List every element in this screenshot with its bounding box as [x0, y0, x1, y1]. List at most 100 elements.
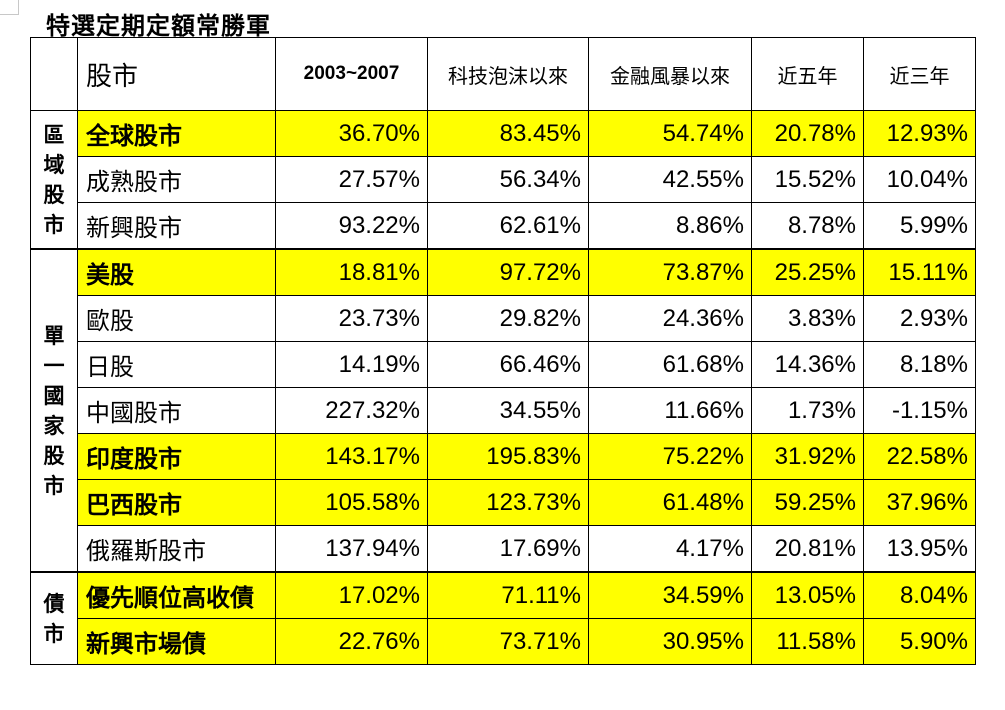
- return-value: 61.48%: [588, 479, 752, 526]
- header-last-five-years: 近五年: [751, 37, 864, 111]
- return-value: 11.66%: [588, 387, 752, 434]
- table-row: 中國股市 227.32% 34.55% 11.66% 1.73% -1.15%: [31, 387, 976, 434]
- group-label-text: 債市: [43, 590, 65, 646]
- return-value: 73.71%: [427, 618, 589, 665]
- return-value: 227.32%: [275, 387, 428, 434]
- return-value: 10.04%: [863, 156, 976, 203]
- window-corner-mark: [0, 0, 19, 15]
- return-value: 195.83%: [427, 433, 589, 480]
- market-name: 歐股: [77, 295, 276, 342]
- table-row: 成熟股市 27.57% 56.34% 42.55% 15.52% 10.04%: [31, 156, 976, 203]
- return-value: 22.76%: [275, 618, 428, 665]
- header-since-tech-bubble: 科技泡沫以來: [427, 37, 589, 111]
- group-label-text: 單一國家股市: [43, 322, 65, 498]
- return-value: 1.73%: [751, 387, 864, 434]
- return-value: 29.82%: [427, 295, 589, 342]
- market-name: 印度股市: [77, 433, 276, 480]
- return-value: 34.55%: [427, 387, 589, 434]
- market-name: 中國股市: [77, 387, 276, 434]
- market-name: 新興股市: [77, 202, 276, 250]
- return-value: 25.25%: [751, 248, 864, 296]
- table-row: 新興股市 93.22% 62.61% 8.86% 8.78% 5.99%: [31, 202, 976, 250]
- page-title: 特選定期定額常勝軍: [46, 11, 271, 40]
- header-last-three-years: 近三年: [863, 37, 976, 111]
- return-value: 3.83%: [751, 295, 864, 342]
- header-row: 股市 2003~2007 科技泡沫以來 金融風暴以來 近五年 近三年: [30, 37, 976, 111]
- return-value: 8.78%: [751, 202, 864, 250]
- return-value: 37.96%: [863, 479, 976, 526]
- return-value: 105.58%: [275, 479, 428, 526]
- group-label-text: 區域股市: [43, 121, 65, 237]
- return-value: 71.11%: [427, 571, 589, 619]
- market-name: 日股: [77, 341, 276, 388]
- return-value: 8.86%: [588, 202, 752, 250]
- market-name: 全球股市: [77, 110, 276, 157]
- return-value: 8.04%: [863, 571, 976, 619]
- return-value: 54.74%: [588, 110, 752, 157]
- return-value: 20.81%: [751, 525, 864, 573]
- return-value: 15.52%: [751, 156, 864, 203]
- header-group-cell: [30, 37, 78, 111]
- table-row: 單一國家股市 美股 18.81% 97.72% 73.87% 25.25% 15.11%: [30, 248, 976, 573]
- return-value: 31.92%: [751, 433, 864, 480]
- return-value: 5.90%: [863, 618, 976, 665]
- return-value: 34.59%: [588, 571, 752, 619]
- return-value: 143.17%: [275, 433, 428, 480]
- return-value: 66.46%: [427, 341, 589, 388]
- return-value: 123.73%: [427, 479, 589, 526]
- return-value: 93.22%: [275, 202, 428, 250]
- return-value: 56.34%: [427, 156, 589, 203]
- return-value: 61.68%: [588, 341, 752, 388]
- table-row: 日股 14.19% 66.46% 61.68% 14.36% 8.18%: [31, 341, 976, 388]
- table-row: 區域股市 全球股市 36.70% 83.45% 54.74% 20.78% 12.93%: [30, 110, 976, 250]
- returns-table: 股市 2003~2007 科技泡沫以來 金融風暴以來 近五年 近三年 區域股市全…: [30, 37, 976, 665]
- return-value: 36.70%: [275, 110, 428, 157]
- market-name: 新興市場債: [77, 618, 276, 665]
- return-value: 18.81%: [275, 248, 428, 296]
- return-value: 5.99%: [863, 202, 976, 250]
- return-value: 8.18%: [863, 341, 976, 388]
- market-name: 成熟股市: [77, 156, 276, 203]
- return-value: 24.36%: [588, 295, 752, 342]
- market-name: 巴西股市: [77, 479, 276, 526]
- return-value: 83.45%: [427, 110, 589, 157]
- return-value: 59.25%: [751, 479, 864, 526]
- group-label: 債市: [30, 571, 78, 665]
- return-value: 42.55%: [588, 156, 752, 203]
- table-row: 俄羅斯股市 137.94% 17.69% 4.17% 20.81% 13.95%: [31, 525, 976, 573]
- return-value: -1.15%: [863, 387, 976, 434]
- table-row: 新興市場債 22.76% 73.71% 30.95% 11.58% 5.90%: [31, 618, 976, 665]
- header-market: 股市: [77, 37, 276, 111]
- return-value: 27.57%: [275, 156, 428, 203]
- table-row: 歐股 23.73% 29.82% 24.36% 3.83% 2.93%: [31, 295, 976, 342]
- return-value: 4.17%: [588, 525, 752, 573]
- return-value: 20.78%: [751, 110, 864, 157]
- return-value: 12.93%: [863, 110, 976, 157]
- return-value: 13.95%: [863, 525, 976, 573]
- return-value: 22.58%: [863, 433, 976, 480]
- return-value: 15.11%: [863, 248, 976, 296]
- table-row: 印度股市 143.17% 195.83% 75.22% 31.92% 22.58%: [31, 433, 976, 480]
- header-since-financial-crisis: 金融風暴以來: [588, 37, 752, 111]
- return-value: 14.19%: [275, 341, 428, 388]
- return-value: 11.58%: [751, 618, 864, 665]
- return-value: 17.02%: [275, 571, 428, 619]
- return-value: 13.05%: [751, 571, 864, 619]
- market-name: 美股: [77, 248, 276, 296]
- return-value: 97.72%: [427, 248, 589, 296]
- return-value: 75.22%: [588, 433, 752, 480]
- header-2003-2007: 2003~2007: [275, 37, 428, 111]
- group-label: 區域股市: [30, 110, 78, 250]
- group-label: 單一國家股市: [30, 248, 78, 573]
- return-value: 23.73%: [275, 295, 428, 342]
- return-value: 62.61%: [427, 202, 589, 250]
- return-value: 30.95%: [588, 618, 752, 665]
- return-value: 2.93%: [863, 295, 976, 342]
- return-value: 73.87%: [588, 248, 752, 296]
- market-name: 優先順位高收債: [77, 571, 276, 619]
- table-row: 巴西股市 105.58% 123.73% 61.48% 59.25% 37.96%: [31, 479, 976, 526]
- market-name: 俄羅斯股市: [77, 525, 276, 573]
- table-row: 債市 優先順位高收債 17.02% 71.11% 34.59% 13.05% 8.04%: [30, 571, 976, 665]
- return-value: 137.94%: [275, 525, 428, 573]
- return-value: 14.36%: [751, 341, 864, 388]
